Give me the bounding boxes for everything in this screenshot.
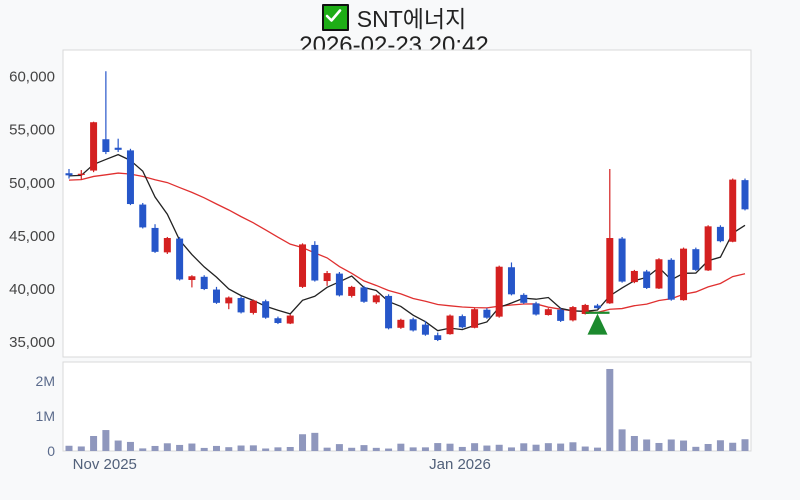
svg-text:1M: 1M bbox=[36, 408, 55, 424]
svg-text:50,000: 50,000 bbox=[9, 175, 55, 192]
svg-text:40,000: 40,000 bbox=[9, 281, 55, 298]
svg-text:60,000: 60,000 bbox=[9, 69, 55, 86]
svg-text:55,000: 55,000 bbox=[9, 122, 55, 139]
svg-text:Jan 2026: Jan 2026 bbox=[429, 456, 491, 473]
svg-text:45,000: 45,000 bbox=[9, 228, 55, 245]
svg-text:Nov 2025: Nov 2025 bbox=[73, 456, 137, 473]
svg-text:35,000: 35,000 bbox=[9, 334, 55, 351]
svg-text:2M: 2M bbox=[36, 373, 55, 389]
svg-text:0: 0 bbox=[47, 443, 55, 459]
